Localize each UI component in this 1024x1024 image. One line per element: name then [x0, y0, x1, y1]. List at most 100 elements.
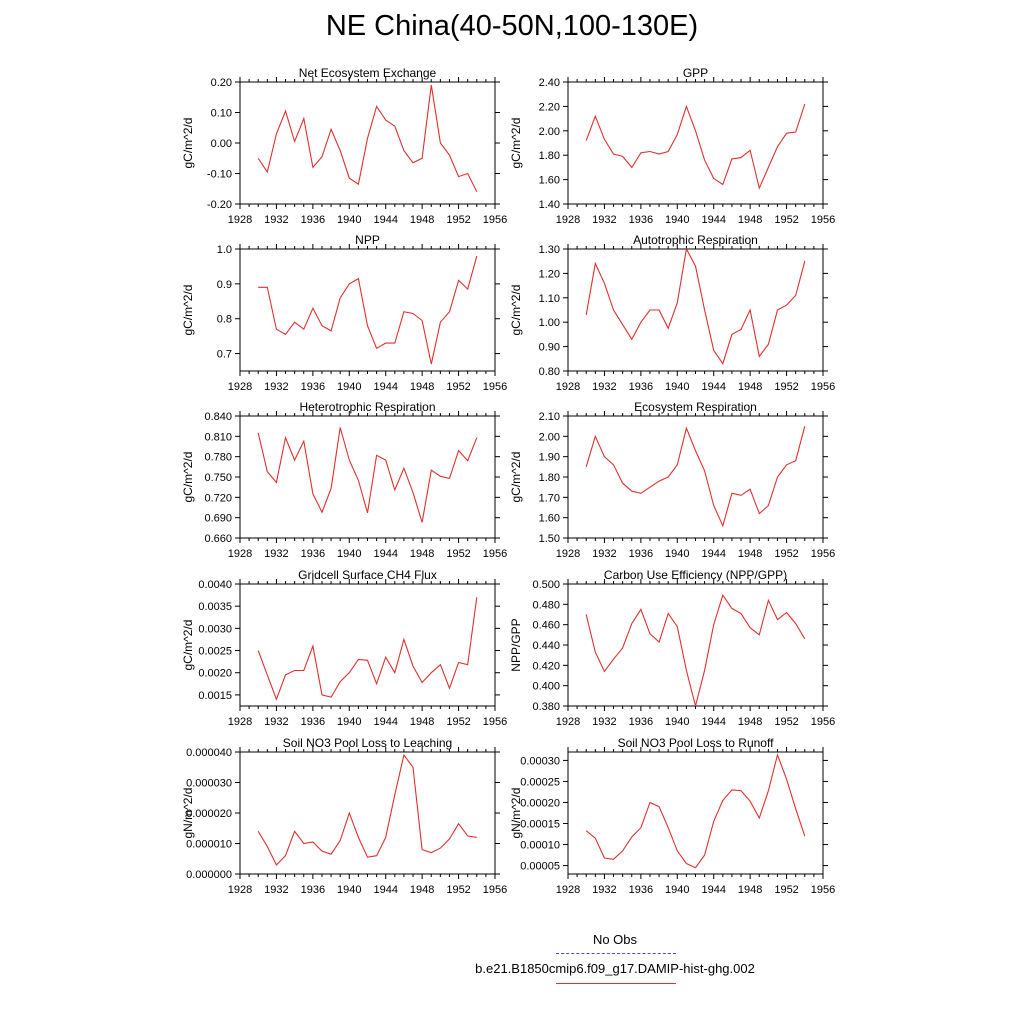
- y-tick-label: 0.780: [204, 452, 232, 464]
- y-tick-label: 2.00: [539, 431, 560, 443]
- y-tick-label: 2.20: [539, 101, 560, 113]
- x-tick-label: 1940: [665, 214, 689, 226]
- series-line: [585, 593, 806, 707]
- x-tick-label: 1932: [592, 548, 616, 560]
- y-tick-label: 1.30: [539, 244, 560, 256]
- y-axis-label: gC/m^2/d: [181, 285, 195, 336]
- y-tick-label: 1.0: [217, 244, 232, 256]
- y-tick-label: 1.70: [539, 492, 560, 504]
- x-tick-label: 1948: [738, 884, 762, 896]
- y-tick-label: 2.00: [539, 126, 560, 138]
- x-tick-label: 1936: [629, 214, 653, 226]
- y-axis-label: gN/m^2/d: [181, 788, 195, 839]
- y-tick-label: 0.000040: [186, 747, 232, 759]
- y-tick-label: -0.10: [207, 169, 232, 181]
- x-tick-label: 1928: [228, 548, 252, 560]
- y-tick-label: 0.20: [211, 77, 232, 89]
- x-tick-label: 1948: [410, 548, 434, 560]
- y-tick-label: 0.720: [204, 492, 232, 504]
- x-tick-label: 1944: [373, 716, 397, 728]
- x-tick-label: 1932: [264, 884, 288, 896]
- panel-title: Ecosystem Respiration: [634, 400, 757, 414]
- series-line: [585, 426, 806, 528]
- y-tick-label: 0.00005: [520, 861, 560, 873]
- y-tick-label: 1.80: [539, 150, 560, 162]
- x-tick-label: 1952: [774, 716, 798, 728]
- x-tick-label: 1940: [337, 716, 361, 728]
- x-tick-label: 1932: [592, 716, 616, 728]
- x-tick-label: 1928: [556, 548, 580, 560]
- y-tick-label: 0.0040: [198, 579, 232, 591]
- y-tick-label: 1.10: [539, 293, 560, 305]
- x-tick-label: 1932: [264, 214, 288, 226]
- y-tick-label: 0.810: [204, 431, 232, 443]
- plot-frame: [239, 583, 496, 707]
- y-tick-label: 0.00030: [520, 755, 560, 767]
- x-tick-label: 1956: [811, 381, 835, 393]
- x-tick-label: 1948: [410, 716, 434, 728]
- series-line: [585, 753, 806, 869]
- y-tick-label: 0.00010: [520, 840, 560, 852]
- x-tick-label: 1940: [337, 884, 361, 896]
- x-tick-label: 1932: [264, 381, 288, 393]
- x-tick-label: 1944: [373, 381, 397, 393]
- x-tick-label: 1944: [373, 214, 397, 226]
- y-tick-label: 0.380: [532, 701, 560, 713]
- y-tick-label: 0.460: [532, 620, 560, 632]
- x-tick-label: 1952: [446, 716, 470, 728]
- x-tick-label: 1948: [738, 716, 762, 728]
- y-axis-label: gC/m^2/d: [509, 118, 523, 169]
- x-tick-label: 1936: [629, 548, 653, 560]
- x-tick-label: 1928: [228, 381, 252, 393]
- y-axis-label: gC/m^2/d: [181, 620, 195, 671]
- y-tick-label: 0.80: [539, 366, 560, 378]
- y-tick-label: 0.0025: [198, 646, 232, 658]
- plot-frame: [567, 751, 824, 875]
- y-tick-label: 1.60: [539, 175, 560, 187]
- y-tick-label: 0.420: [532, 660, 560, 672]
- x-tick-label: 1936: [301, 884, 325, 896]
- x-tick-label: 1944: [701, 884, 725, 896]
- panel-title: Autotrophic Respiration: [633, 233, 758, 247]
- legend-model-line: [556, 983, 676, 984]
- x-tick-label: 1948: [738, 214, 762, 226]
- x-tick-label: 1936: [629, 381, 653, 393]
- plot-frame: [239, 81, 496, 205]
- y-tick-label: 1.40: [539, 199, 560, 211]
- plot-frame: [239, 751, 496, 875]
- y-tick-label: 2.40: [539, 77, 560, 89]
- series-line: [257, 427, 478, 523]
- y-tick-label: 0.9: [217, 279, 232, 291]
- x-tick-label: 1936: [629, 884, 653, 896]
- x-tick-label: 1952: [446, 884, 470, 896]
- y-axis-label: gC/m^2/d: [181, 452, 195, 503]
- x-tick-label: 1948: [738, 381, 762, 393]
- y-tick-label: 0.500: [532, 579, 560, 591]
- x-tick-label: 1948: [410, 381, 434, 393]
- x-tick-label: 1948: [410, 214, 434, 226]
- y-tick-label: 0.00020: [520, 797, 560, 809]
- y-axis-label: gC/m^2/d: [181, 118, 195, 169]
- x-tick-label: 1940: [665, 884, 689, 896]
- y-tick-label: 0.480: [532, 599, 560, 611]
- x-tick-label: 1952: [774, 884, 798, 896]
- x-tick-label: 1932: [592, 381, 616, 393]
- x-tick-label: 1932: [264, 716, 288, 728]
- x-tick-label: 1932: [592, 884, 616, 896]
- x-tick-label: 1944: [701, 214, 725, 226]
- y-tick-label: 0.7: [217, 349, 232, 361]
- y-axis-label: gN/m^2/d: [509, 788, 523, 839]
- y-tick-label: 0.10: [211, 108, 232, 120]
- y-tick-label: 0.0030: [198, 623, 232, 635]
- x-tick-label: 1956: [483, 381, 507, 393]
- y-tick-label: 1.20: [539, 268, 560, 280]
- y-tick-label: 0.440: [532, 640, 560, 652]
- panel-title: Gridcell Surface CH4 Flux: [298, 568, 437, 582]
- x-tick-label: 1956: [811, 716, 835, 728]
- y-tick-label: 0.00025: [520, 776, 560, 788]
- panel-title: Soil NO3 Pool Loss to Leaching: [283, 736, 452, 750]
- series-line: [258, 255, 478, 365]
- x-tick-label: 1928: [228, 884, 252, 896]
- x-tick-label: 1928: [556, 381, 580, 393]
